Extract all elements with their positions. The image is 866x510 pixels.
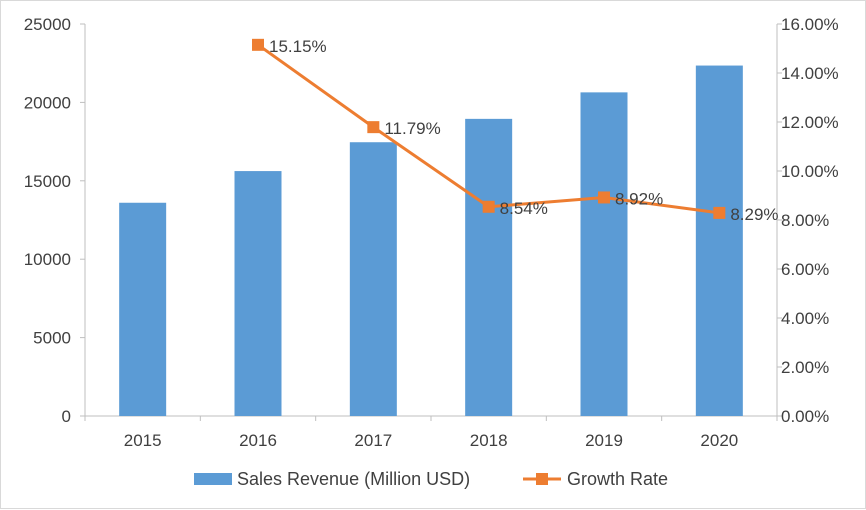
y-left-tick-label: 5000	[33, 329, 71, 348]
x-tick-label: 2016	[239, 431, 277, 450]
y-right-tick-label: 16.00%	[781, 15, 839, 34]
x-tick-label: 2017	[354, 431, 392, 450]
growth-marker-2016	[252, 38, 264, 51]
y-right-tick-label: 8.00%	[781, 211, 829, 230]
bar-2018	[465, 118, 513, 416]
growth-data-label: 11.79%	[384, 119, 440, 138]
growth-marker-2017	[367, 121, 380, 134]
y-right-tick-label: 12.00%	[781, 113, 839, 132]
growth-data-label: 8.54%	[500, 199, 548, 218]
tick-labels: 0 5000 10000 15000 20000 25000 0.00% 2.00% 4.00%…	[24, 15, 839, 450]
x-tick-label: 2019	[585, 431, 623, 450]
bar-2016	[234, 171, 282, 416]
y-left-tick-label: 15000	[24, 172, 71, 191]
bar-2019	[580, 92, 628, 416]
y-right-tick-label: 14.00%	[781, 64, 839, 83]
y-right-tick-label: 6.00%	[781, 260, 829, 279]
y-right-tick-label: 10.00%	[781, 162, 839, 181]
growth-data-label: 8.92%	[615, 189, 663, 208]
y-left-tick-label: 0	[62, 407, 71, 426]
axes	[80, 23, 782, 421]
x-tick-label: 2015	[124, 431, 162, 450]
growth-data-label: 8.29%	[730, 205, 778, 224]
bar-2020	[695, 65, 743, 416]
bar-2017	[349, 142, 397, 416]
line-series	[252, 38, 726, 219]
growth-marker-2020	[713, 206, 726, 219]
y-right-tick-label: 0.00%	[781, 407, 829, 426]
y-right-tick-label: 4.00%	[781, 309, 829, 328]
growth-marker-2018	[482, 200, 495, 213]
legend-label-sales: Sales Revenue (Million USD)	[237, 469, 470, 489]
growth-data-label: 15.15%	[269, 37, 327, 56]
legend-swatch-sales	[194, 473, 232, 485]
legend-label-growth: Growth Rate	[567, 469, 668, 489]
bar-2015	[119, 202, 167, 416]
y-right-tick-label: 2.00%	[781, 358, 829, 377]
bar-series	[119, 65, 743, 416]
legend-swatch-marker	[536, 473, 548, 485]
y-left-tick-label: 25000	[24, 15, 71, 34]
growth-marker-2019	[598, 191, 610, 204]
y-left-tick-label: 20000	[24, 93, 71, 112]
x-tick-label: 2020	[700, 431, 738, 450]
y-left-tick-label: 10000	[24, 250, 71, 269]
x-tick-label: 2018	[470, 431, 508, 450]
legend: Sales Revenue (Million USD) Growth Rate	[194, 469, 668, 489]
